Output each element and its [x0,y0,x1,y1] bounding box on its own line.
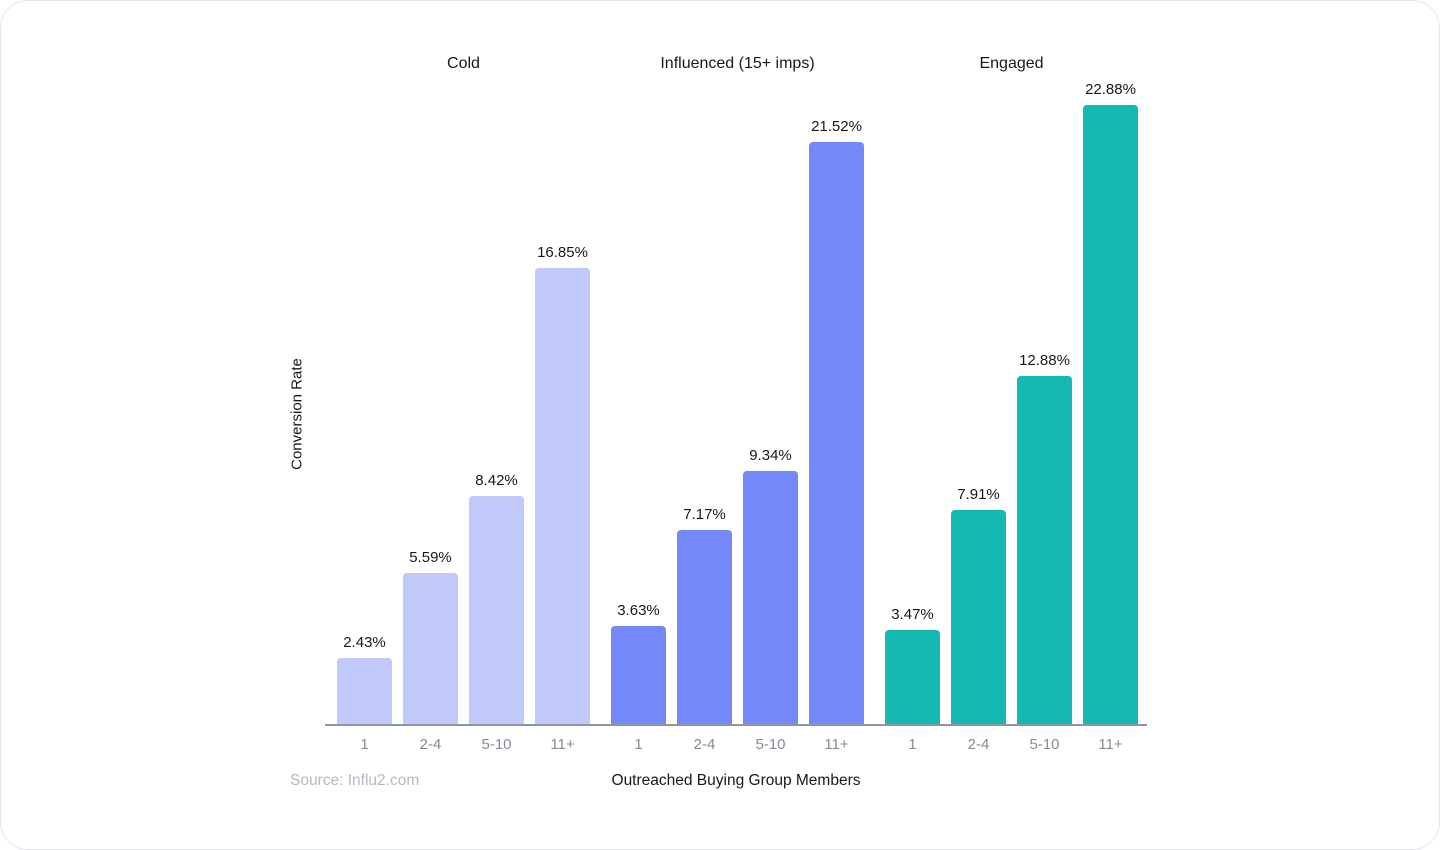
x-tick-label: 1 [360,736,369,753]
bar-value-label: 7.91% [957,486,1000,503]
bar-value-label: 8.42% [475,472,518,489]
bar-cell: 9.34% [743,447,798,724]
bar-cell: 12.88% [1017,352,1072,724]
y-axis-label: Conversion Rate [288,358,306,470]
bar-value-label: 3.47% [891,606,934,623]
bar-influenced-15-imps-2-4 [677,530,732,724]
bar-engaged-11 [1083,105,1138,724]
x-tick-label: 5-10 [1029,736,1060,753]
bar-value-label: 5.59% [409,549,452,566]
bar-value-label: 3.63% [617,602,660,619]
bar-influenced-15-imps-11 [809,142,864,724]
x-tick-label: 2-4 [967,736,990,753]
bar-cell: 5.59% [403,549,458,724]
x-tick-label: 11+ [824,736,849,753]
bar-value-label: 22.88% [1085,81,1136,98]
bar-group-influenced-15-imps: 3.63% 7.17% 9.34% 21.52% [611,118,864,724]
bar-cold-5-10 [469,496,524,724]
x-tick-label: 1 [908,736,917,753]
bar-cell: 8.42% [469,472,524,724]
x-tick-row: 1 2-4 5-10 11+ 1 2-4 5-10 11+ 1 2-4 5-10 11+ [337,736,1138,753]
bar-cold-1 [337,658,392,724]
bar-engaged-5-10 [1017,376,1072,724]
x-tick-label: 2-4 [419,736,442,753]
bar-cell: 3.63% [611,602,666,724]
bar-value-label: 16.85% [537,244,588,261]
x-tick-label: 5-10 [481,736,512,753]
tick-group-engaged: 1 2-4 5-10 11+ [885,736,1138,753]
bar-influenced-15-imps-1 [611,626,666,724]
plot-area: 2.43% 5.59% 8.42% 16.85% 3.63% 7.17% 9.34% 21.5… [337,81,1138,724]
x-tick-label: 1 [634,736,643,753]
bar-value-label: 9.34% [749,447,792,464]
bar-value-label: 7.17% [683,506,726,523]
bar-cell: 7.17% [677,506,732,724]
bar-cell: 3.47% [885,606,940,724]
source-note: Source: Influ2.com [290,772,420,789]
x-tick-label: 5-10 [755,736,786,753]
bar-value-label: 21.52% [811,118,862,135]
bar-cell: 21.52% [809,118,864,724]
x-tick-label: 11+ [1098,736,1123,753]
bar-cell: 22.88% [1083,81,1138,724]
group-headers-row: Cold Influenced (15+ imps) Engaged [337,55,1138,73]
group-header-influenced: Influenced (15+ imps) [660,55,815,72]
tick-group-influenced-15-imps: 1 2-4 5-10 11+ [611,736,864,753]
x-axis-line [325,724,1147,726]
bar-value-label: 2.43% [343,634,386,651]
x-tick-label: 2-4 [693,736,716,753]
bar-cell: 16.85% [535,244,590,724]
bar-value-label: 12.88% [1019,352,1070,369]
x-axis-label: Outreached Buying Group Members [611,772,861,789]
group-header-engaged: Engaged [979,55,1044,72]
bar-engaged-2-4 [951,510,1006,724]
x-tick-label: 11+ [550,736,575,753]
bar-cell: 2.43% [337,634,392,724]
bar-cold-11 [535,268,590,724]
bar-cold-2-4 [403,573,458,724]
tick-group-cold: 1 2-4 5-10 11+ [337,736,590,753]
bar-group-engaged: 3.47% 7.91% 12.88% 22.88% [885,81,1138,724]
bar-influenced-15-imps-5-10 [743,471,798,724]
bar-cell: 7.91% [951,486,1006,724]
group-header-cold: Cold [447,55,480,72]
bar-engaged-1 [885,630,940,724]
bar-group-cold: 2.43% 5.59% 8.42% 16.85% [337,244,590,724]
